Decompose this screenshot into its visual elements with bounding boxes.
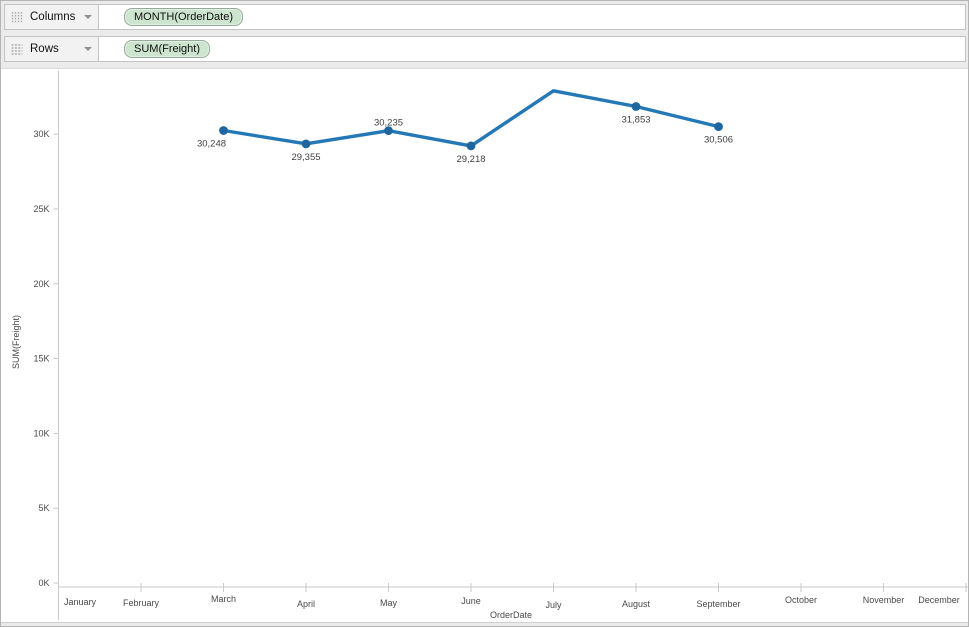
rows-shelf: Rows SUM(Freight)	[4, 36, 966, 62]
data-point-marker-june[interactable]	[466, 141, 476, 151]
y-axis-tick-label: 10K	[33, 428, 49, 438]
pill-month-orderdate[interactable]: MONTH(OrderDate)	[124, 8, 244, 26]
columns-grip-icon	[11, 12, 23, 23]
y-axis-title: SUM(Freight)	[11, 315, 21, 370]
columns-dropdown-caret-icon[interactable]	[84, 15, 92, 19]
rows-shelf-header[interactable]: Rows	[5, 37, 99, 61]
data-point-marker-august[interactable]	[631, 102, 641, 111]
columns-shelf: Columns MONTH(OrderDate)	[4, 4, 966, 30]
y-axis-tick-label: 20K	[33, 279, 49, 289]
x-axis-month-label: April	[297, 599, 315, 609]
data-point-label: 30,235	[374, 118, 403, 129]
columns-shelf-header[interactable]: Columns	[5, 5, 99, 29]
x-axis-month-label: June	[461, 596, 481, 606]
rows-dropdown-caret-icon[interactable]	[84, 47, 92, 51]
x-axis-month-label: November	[863, 595, 905, 605]
chart-panel: 0K 5K 10K 15K 20K 25K 30K January February March A…	[1, 68, 968, 623]
x-axis-month-label: January	[64, 597, 97, 607]
data-point-marker-march[interactable]	[219, 126, 228, 135]
y-axis-tick-label: 15K	[33, 354, 49, 364]
x-axis-month-label: September	[696, 599, 740, 609]
data-point-marker-may[interactable]	[384, 126, 393, 136]
rows-grip-icon	[11, 44, 23, 55]
x-axis-month-label: February	[123, 598, 160, 608]
x-axis-month-label: October	[785, 595, 817, 605]
data-point-marker-april[interactable]	[301, 139, 311, 149]
columns-shelf-label: Columns	[30, 11, 76, 23]
data-point-label: 29,218	[456, 154, 485, 165]
data-point-marker-september[interactable]	[714, 122, 723, 132]
y-axis-tick-label: 30K	[33, 129, 49, 139]
x-axis-month-label: August	[622, 599, 651, 609]
data-point-label: 29,355	[291, 152, 320, 163]
rows-shelf-label: Rows	[30, 43, 59, 55]
x-axis-month-label: March	[211, 594, 236, 604]
x-axis-month-label: December	[918, 595, 960, 605]
x-axis-title: OrderDate	[489, 610, 533, 620]
pill-sum-freight[interactable]: SUM(Freight)	[124, 40, 211, 58]
line-chart: 0K 5K 10K 15K 20K 25K 30K January February March A…	[33, 71, 968, 620]
x-axis-month-label: May	[380, 598, 398, 608]
data-point-label: 30,248	[197, 138, 226, 149]
data-point-label: 31,853	[621, 114, 650, 125]
y-axis-tick-label: 0K	[38, 578, 49, 588]
data-point-label: 30,506	[704, 135, 733, 146]
x-axis-month-label: July	[545, 600, 562, 610]
y-axis-tick-label: 5K	[38, 503, 49, 513]
y-axis-tick-label: 25K	[33, 204, 49, 214]
